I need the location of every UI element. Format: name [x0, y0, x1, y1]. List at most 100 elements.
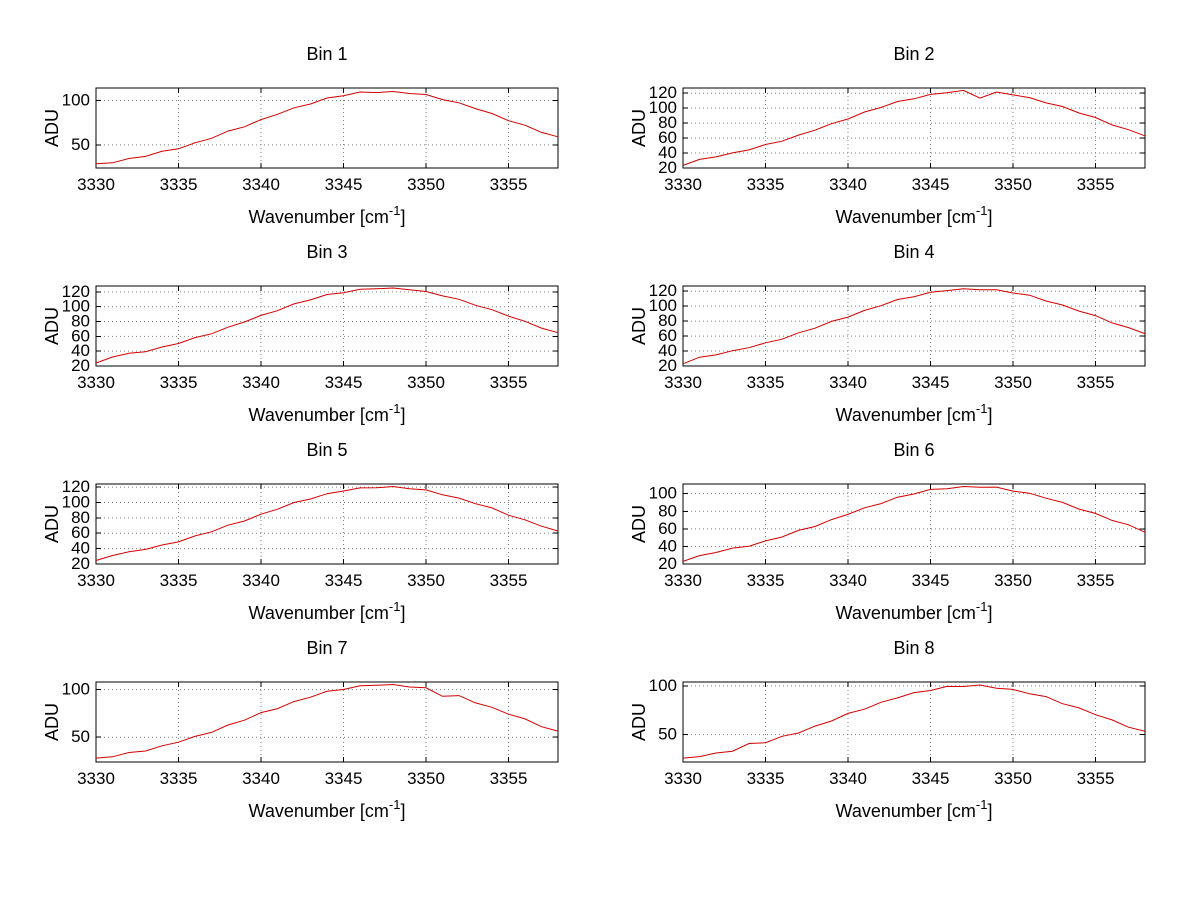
x-tick-label: 3345 — [325, 571, 363, 590]
tick-marks — [682, 682, 1145, 762]
x-tick-label: 3335 — [747, 571, 785, 590]
grid-lines — [96, 484, 558, 564]
axis-box — [95, 87, 559, 169]
y-tick-label: 40 — [658, 341, 677, 360]
y-tick-label: 100 — [62, 90, 90, 109]
x-axis-label: Wavenumber [cm-1] — [249, 203, 406, 227]
y-tick-label: 80 — [71, 508, 90, 527]
y-tick-label: 100 — [62, 680, 90, 699]
x-tick-label: 3335 — [160, 373, 198, 392]
y-axis-label: ADU — [42, 505, 62, 543]
x-tick-label: 3345 — [912, 769, 950, 788]
x-tick-label: 3330 — [664, 175, 702, 194]
subplot-title: Bin 4 — [893, 242, 934, 262]
y-tick-label: 80 — [658, 311, 677, 330]
grid-lines — [683, 682, 1145, 762]
subplot-bin-4: Bin 4 3330 3335 3340 3345 3350 3355 20406080100… — [629, 242, 1146, 425]
x-axis-label: Wavenumber [cm-1] — [249, 797, 406, 821]
x-tick-label: 3350 — [994, 175, 1032, 194]
y-tick-label: 80 — [71, 312, 90, 331]
spectrum-line — [95, 485, 559, 561]
x-tick-label: 3330 — [77, 175, 115, 194]
y-tick-label: 60 — [658, 326, 677, 345]
x-tick-label: 3345 — [325, 769, 363, 788]
spectrum-line — [682, 288, 1146, 365]
tick-marks — [95, 286, 558, 367]
tick-marks — [682, 88, 1145, 169]
y-tick-label: 120 — [649, 83, 677, 102]
subplot-title: Bin 8 — [893, 638, 934, 658]
tick-marks — [682, 286, 1145, 367]
x-tick-label: 3340 — [242, 175, 280, 194]
y-axis-label: ADU — [42, 109, 62, 147]
x-axis-label: Wavenumber [cm-1] — [249, 401, 406, 425]
subplot-title: Bin 2 — [893, 44, 934, 64]
y-tick-label: 60 — [71, 523, 90, 542]
x-tick-label: 3345 — [912, 571, 950, 590]
y-tick-label: 120 — [62, 282, 90, 301]
y-tick-label: 20 — [658, 356, 677, 375]
tick-marks — [95, 682, 558, 762]
y-tick-label: 100 — [649, 98, 677, 117]
x-tick-label: 3340 — [829, 373, 867, 392]
x-tick-label: 3335 — [160, 175, 198, 194]
y-tick-label: 80 — [658, 501, 677, 520]
x-axis-label: Wavenumber [cm-1] — [836, 797, 993, 821]
tick-marks — [95, 88, 558, 168]
spectrum-line — [682, 89, 1146, 166]
y-tick-label: 80 — [658, 113, 677, 132]
x-tick-label: 3355 — [490, 175, 528, 194]
y-tick-label: 40 — [658, 536, 677, 555]
x-tick-label: 3350 — [994, 571, 1032, 590]
y-axis-label: ADU — [42, 307, 62, 345]
tick-marks — [95, 484, 558, 565]
x-tick-label: 3355 — [490, 373, 528, 392]
subplot-title: Bin 3 — [306, 242, 347, 262]
subplot-title: Bin 7 — [306, 638, 347, 658]
y-axis-label: ADU — [629, 307, 649, 345]
y-tick-label: 50 — [658, 725, 677, 744]
y-axis-label: ADU — [629, 703, 649, 741]
grid-lines — [683, 484, 1145, 564]
axis-box — [95, 483, 559, 565]
y-tick-label: 50 — [71, 727, 90, 746]
grid-lines — [683, 88, 1145, 168]
y-tick-label: 100 — [62, 492, 90, 511]
x-tick-label: 3355 — [490, 571, 528, 590]
x-tick-label: 3340 — [829, 571, 867, 590]
y-axis-label: ADU — [629, 109, 649, 147]
y-tick-label: 20 — [658, 554, 677, 573]
y-tick-label: 20 — [71, 554, 90, 573]
subplot-title: Bin 1 — [306, 44, 347, 64]
x-tick-label: 3350 — [407, 769, 445, 788]
y-tick-label: 100 — [649, 676, 677, 695]
y-tick-label: 40 — [658, 143, 677, 162]
x-tick-label: 3350 — [407, 571, 445, 590]
spectrum-line — [682, 684, 1146, 759]
spectrum-line — [95, 287, 559, 364]
x-tick-label: 3340 — [829, 769, 867, 788]
x-axis-label: Wavenumber [cm-1] — [836, 203, 993, 227]
y-tick-label: 120 — [62, 477, 90, 496]
x-tick-label: 3335 — [160, 769, 198, 788]
x-tick-label: 3330 — [664, 769, 702, 788]
grid-lines — [96, 286, 558, 366]
x-tick-label: 3350 — [994, 373, 1032, 392]
x-tick-label: 3335 — [747, 175, 785, 194]
y-axis-label: ADU — [42, 703, 62, 741]
x-tick-label: 3350 — [407, 373, 445, 392]
x-tick-label: 3335 — [160, 571, 198, 590]
subplot-bin-3: Bin 3 3330 3335 3340 3345 3350 3355 20406080100… — [42, 242, 559, 425]
x-tick-label: 3355 — [1077, 175, 1115, 194]
subplot-bin-5: Bin 5 3330 3335 3340 3345 3350 3355 20406080100… — [42, 440, 559, 623]
x-tick-label: 3345 — [912, 175, 950, 194]
spectrum-line — [682, 485, 1146, 562]
grid-lines — [96, 88, 558, 168]
x-tick-label: 3330 — [664, 373, 702, 392]
grid-lines — [96, 682, 558, 762]
x-tick-label: 3335 — [747, 373, 785, 392]
x-tick-label: 3345 — [325, 175, 363, 194]
y-tick-label: 100 — [649, 484, 677, 503]
subplot-title: Bin 6 — [893, 440, 934, 460]
